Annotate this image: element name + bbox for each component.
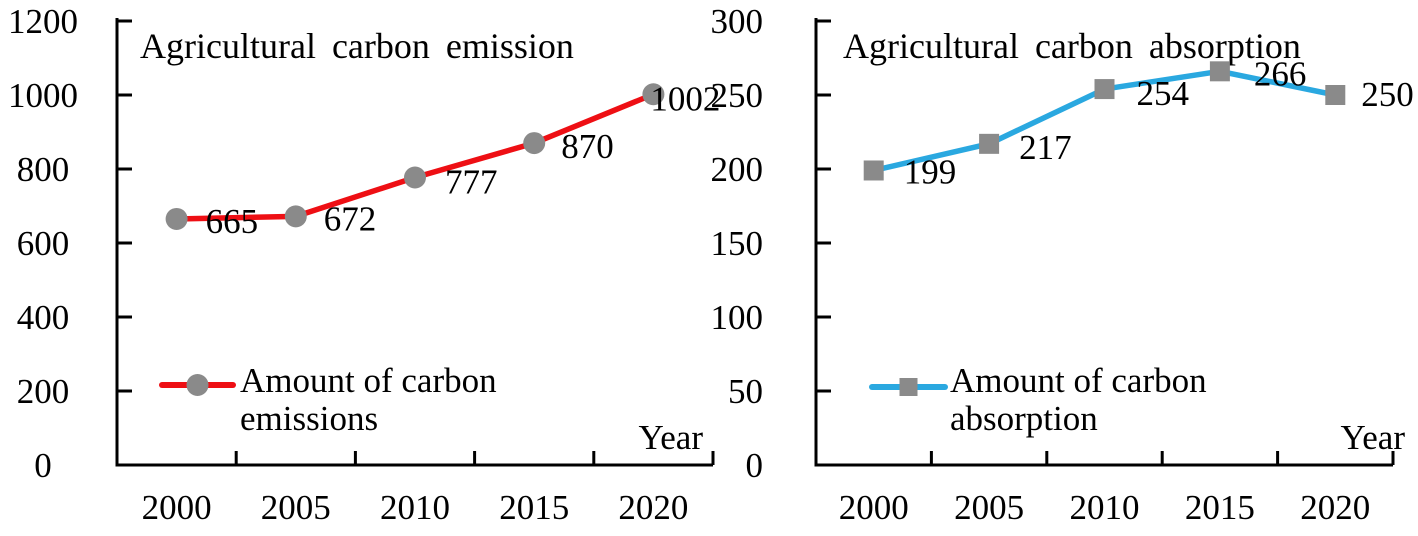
data-label: 870	[561, 127, 614, 166]
data-point-marker	[1209, 61, 1230, 82]
x-axis-unit-label: Year	[639, 418, 704, 457]
y-tick-label: 400	[17, 298, 70, 337]
data-label: 1002	[650, 79, 720, 118]
legend-marker-icon	[186, 374, 209, 396]
data-label: 665	[206, 202, 259, 241]
y-tick-label: 0	[746, 446, 764, 485]
x-tick-label: 2020	[618, 488, 688, 527]
x-tick-label: 2020	[1300, 488, 1370, 527]
legend-label: absorption	[950, 399, 1098, 438]
y-tick-label: 150	[711, 224, 764, 263]
y-tick-label: 800	[17, 150, 70, 189]
data-label: 199	[904, 152, 957, 191]
x-tick-label: 2005	[261, 488, 331, 527]
absorption-chart: 0 50 100 150 200 250 300 2000 2005 2010 2015 2020 Ag…	[711, 2, 1414, 527]
data-label: 250	[1361, 75, 1414, 114]
y-tick-label: 200	[17, 372, 70, 411]
x-tick-label: 2005	[954, 488, 1024, 527]
data-label: 254	[1137, 74, 1190, 113]
data-point-marker	[165, 207, 188, 230]
x-tick-label: 2000	[839, 488, 909, 527]
x-axis-unit-label: Year	[1341, 418, 1406, 457]
data-point-marker	[979, 133, 1000, 154]
data-label: 266	[1254, 54, 1307, 93]
legend-label: emissions	[240, 399, 378, 438]
data-label: 672	[324, 199, 377, 238]
y-tick-label: 0	[34, 446, 52, 485]
y-tick-label: 1000	[8, 76, 78, 115]
data-point-marker	[863, 160, 884, 181]
data-point-marker	[642, 83, 665, 106]
y-tick-label: 250	[711, 76, 764, 115]
y-tick-label: 600	[17, 224, 70, 263]
x-tick-label: 2010	[380, 488, 450, 527]
y-tick-label: 200	[711, 150, 764, 189]
data-point-marker	[523, 132, 546, 155]
x-tick-label: 2015	[499, 488, 569, 527]
data-point-marker	[284, 205, 307, 228]
chart-title: Agricultural carbon emission	[140, 26, 574, 66]
x-tick-label: 2000	[142, 488, 212, 527]
data-point-marker	[1094, 79, 1115, 100]
y-tick-label: 1200	[8, 2, 78, 41]
y-tick-label: 100	[711, 298, 764, 337]
legend-label: Amount of carbon	[950, 361, 1207, 400]
data-label: 217	[1019, 128, 1072, 167]
chart-title: Agricultural carbon absorption	[843, 26, 1301, 66]
legend-marker-icon	[899, 378, 918, 396]
x-tick-label: 2010	[1070, 488, 1140, 527]
x-tick-label: 2015	[1185, 488, 1255, 527]
data-point-marker	[404, 166, 426, 189]
emission-chart: 0 200 400 600 800 1000 1200 2000 2005 2010 2015 202…	[8, 2, 720, 527]
y-tick-label: 50	[728, 372, 763, 411]
legend-label: Amount of carbon	[240, 361, 497, 400]
data-point-marker	[1325, 85, 1346, 105]
data-label: 777	[445, 163, 498, 202]
y-tick-label: 300	[711, 2, 764, 41]
